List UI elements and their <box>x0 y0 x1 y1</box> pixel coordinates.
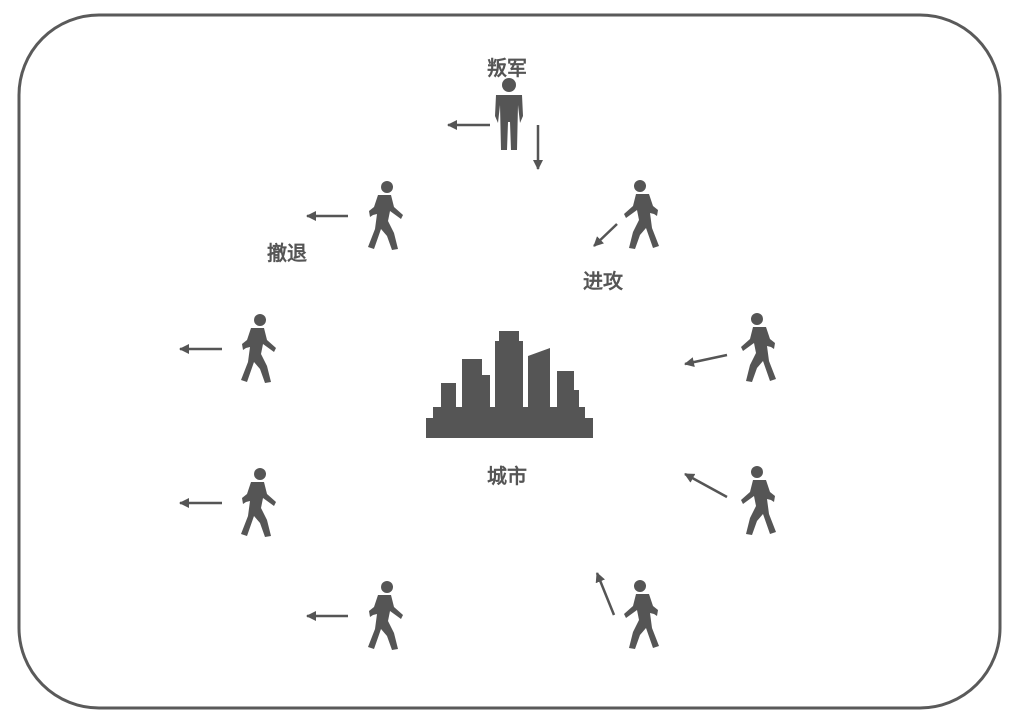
city-label: 城市 <box>487 464 527 488</box>
rebel-label: 叛军 <box>487 56 527 80</box>
rebel-standing-person-icon <box>495 78 523 150</box>
attack-arrow-icon-4 <box>595 572 616 616</box>
attack-label: 进攻 <box>583 269 623 293</box>
attack-arrow-icon-3 <box>684 472 728 499</box>
retreat-label: 撤退 <box>267 241 307 265</box>
attack-walker-icon-1 <box>624 180 659 249</box>
city-skyline-icon <box>426 331 593 438</box>
retreat-walker-icon-1 <box>368 181 403 250</box>
retreat-walker-icon-2 <box>241 314 276 383</box>
outer-frame <box>17 13 1002 710</box>
attack-walker-icon-3 <box>741 466 776 535</box>
attack-arrow-icon-2 <box>684 353 728 368</box>
attack-walker-icon-4 <box>624 580 659 649</box>
retreat-walker-icon-3 <box>241 468 276 537</box>
attack-walker-icon-2 <box>741 313 776 382</box>
attack-arrow-icon-1 <box>593 223 618 247</box>
retreat-walker-icon-4 <box>368 581 403 650</box>
